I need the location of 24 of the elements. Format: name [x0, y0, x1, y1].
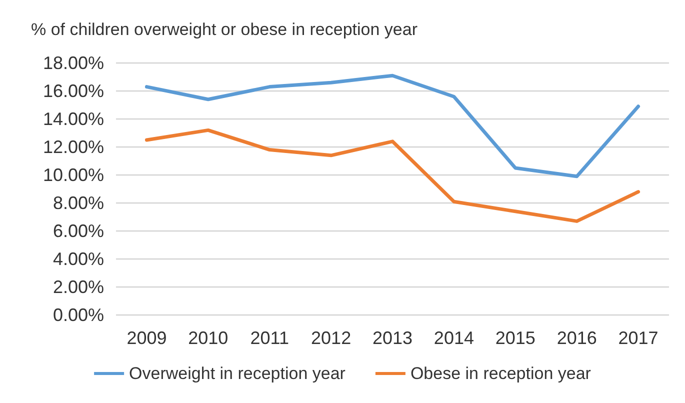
y-tick-label: 0.00%: [52, 305, 104, 325]
y-tick-label: 12.00%: [42, 137, 104, 157]
x-tick-label: 2013: [372, 328, 413, 348]
x-tick-label: 2016: [556, 328, 597, 348]
x-tick-label: 2012: [311, 328, 352, 348]
y-tick-label: 8.00%: [52, 193, 104, 213]
y-tick-label: 14.00%: [42, 109, 104, 129]
line-series: [144, 74, 640, 178]
x-tick-label: 2010: [188, 328, 228, 348]
y-tick-label: 10.00%: [42, 165, 104, 185]
x-tick-label: 2015: [495, 328, 536, 348]
y-tick-label: 4.00%: [52, 249, 104, 269]
x-tick-label: 2017: [618, 328, 658, 348]
x-tick-label: 2009: [126, 328, 167, 348]
x-tick-label: 2014: [434, 328, 474, 348]
chart-title: % of children overweight or obese in reception year: [31, 20, 418, 39]
y-tick-label: 18.00%: [42, 53, 104, 73]
y-tick-label: 2.00%: [52, 277, 104, 297]
x-tick-label: 2011: [250, 328, 289, 348]
y-tick-label: 16.00%: [42, 81, 104, 101]
line-series: [144, 128, 640, 223]
y-tick-label: 6.00%: [52, 221, 104, 241]
legend-label: Overweight in reception year: [129, 364, 346, 383]
legend-label: Obese in reception year: [410, 364, 592, 383]
